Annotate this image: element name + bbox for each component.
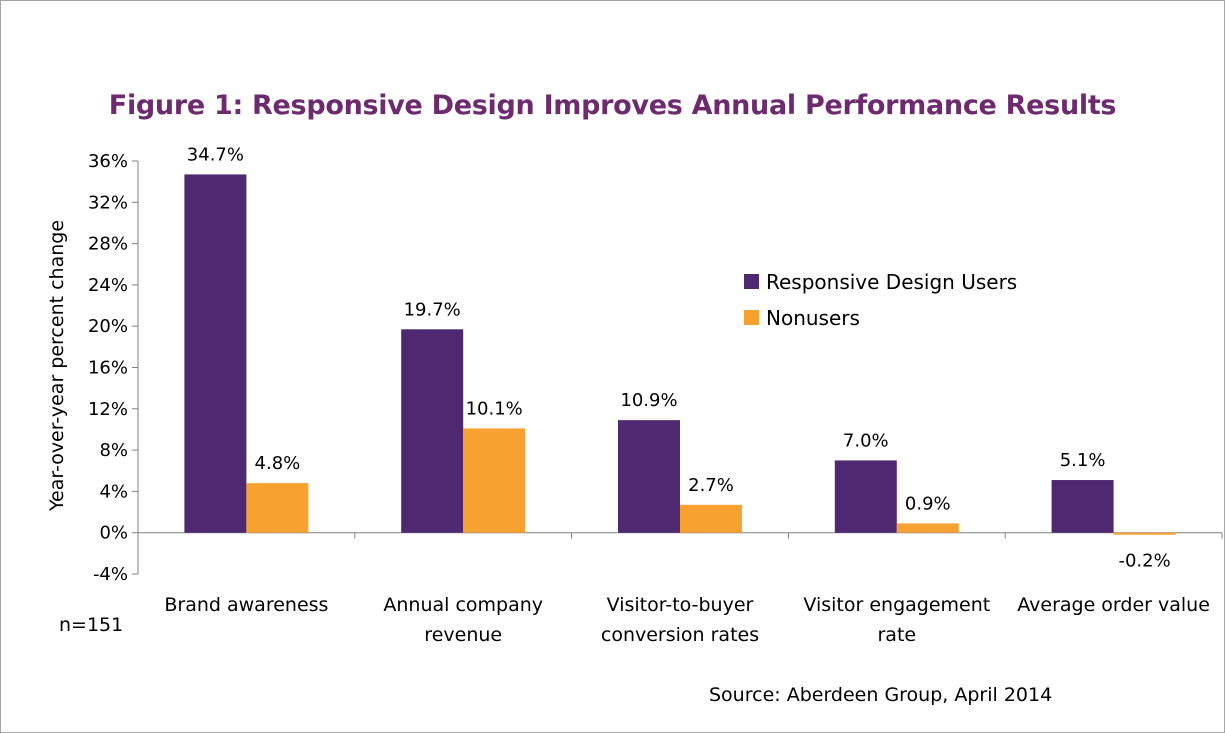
y-tick-label: 8% <box>99 440 128 461</box>
y-tick-label: 0% <box>99 523 128 544</box>
data-label: 5.1% <box>1060 450 1106 471</box>
category-label: Annual company <box>383 594 543 616</box>
y-tick-label: 24% <box>88 275 128 296</box>
legend-swatch <box>744 274 759 289</box>
y-tick-label: -4% <box>93 564 128 585</box>
y-tick-label: 20% <box>88 316 128 337</box>
data-label: 7.0% <box>843 430 889 451</box>
data-label: 10.1% <box>466 398 523 419</box>
bar-responsive-users <box>184 174 247 533</box>
source-note: Source: Aberdeen Group, April 2014 <box>709 684 1053 706</box>
legend-label: Responsive Design Users <box>766 270 1017 294</box>
bar-nonusers <box>896 523 959 533</box>
data-label: 19.7% <box>404 299 461 320</box>
bar-responsive-users <box>834 460 897 533</box>
data-label: 34.7% <box>187 144 244 165</box>
category-label: Average order value <box>1017 594 1210 616</box>
category-label: Visitor-to-buyer <box>607 594 754 616</box>
category-label: conversion rates <box>601 624 759 646</box>
data-label: 0.9% <box>905 493 951 514</box>
bar-nonusers <box>1113 532 1176 535</box>
bar-nonusers <box>246 483 309 533</box>
data-label: -0.2% <box>1118 551 1170 572</box>
bar-responsive-users <box>401 329 464 533</box>
data-label: 4.8% <box>255 453 301 474</box>
y-tick-label: 4% <box>99 481 128 502</box>
y-axis-title: Year-over-year percent change <box>46 220 68 512</box>
category-label: rate <box>878 624 917 646</box>
data-label: 2.7% <box>688 475 734 496</box>
category-label: Visitor engagement <box>803 594 990 616</box>
y-tick-label: 12% <box>88 399 128 420</box>
y-tick-label: 16% <box>88 358 128 379</box>
legend-swatch <box>744 310 759 325</box>
y-tick-label: 28% <box>88 234 128 255</box>
y-tick-label: 36% <box>88 151 128 172</box>
category-label: Brand awareness <box>164 594 328 616</box>
bar-responsive-users <box>1051 480 1114 533</box>
legend-label: Nonusers <box>766 306 860 330</box>
data-label: 10.9% <box>620 390 677 411</box>
bar-nonusers <box>463 428 526 533</box>
category-label: revenue <box>424 624 502 646</box>
y-tick-label: 32% <box>88 192 128 213</box>
bar-responsive-users <box>618 420 680 533</box>
chart-title: Figure 1: Responsive Design Improves Ann… <box>108 90 1117 121</box>
bar-nonusers <box>680 504 742 533</box>
sample-size-note: n=151 <box>59 614 124 636</box>
